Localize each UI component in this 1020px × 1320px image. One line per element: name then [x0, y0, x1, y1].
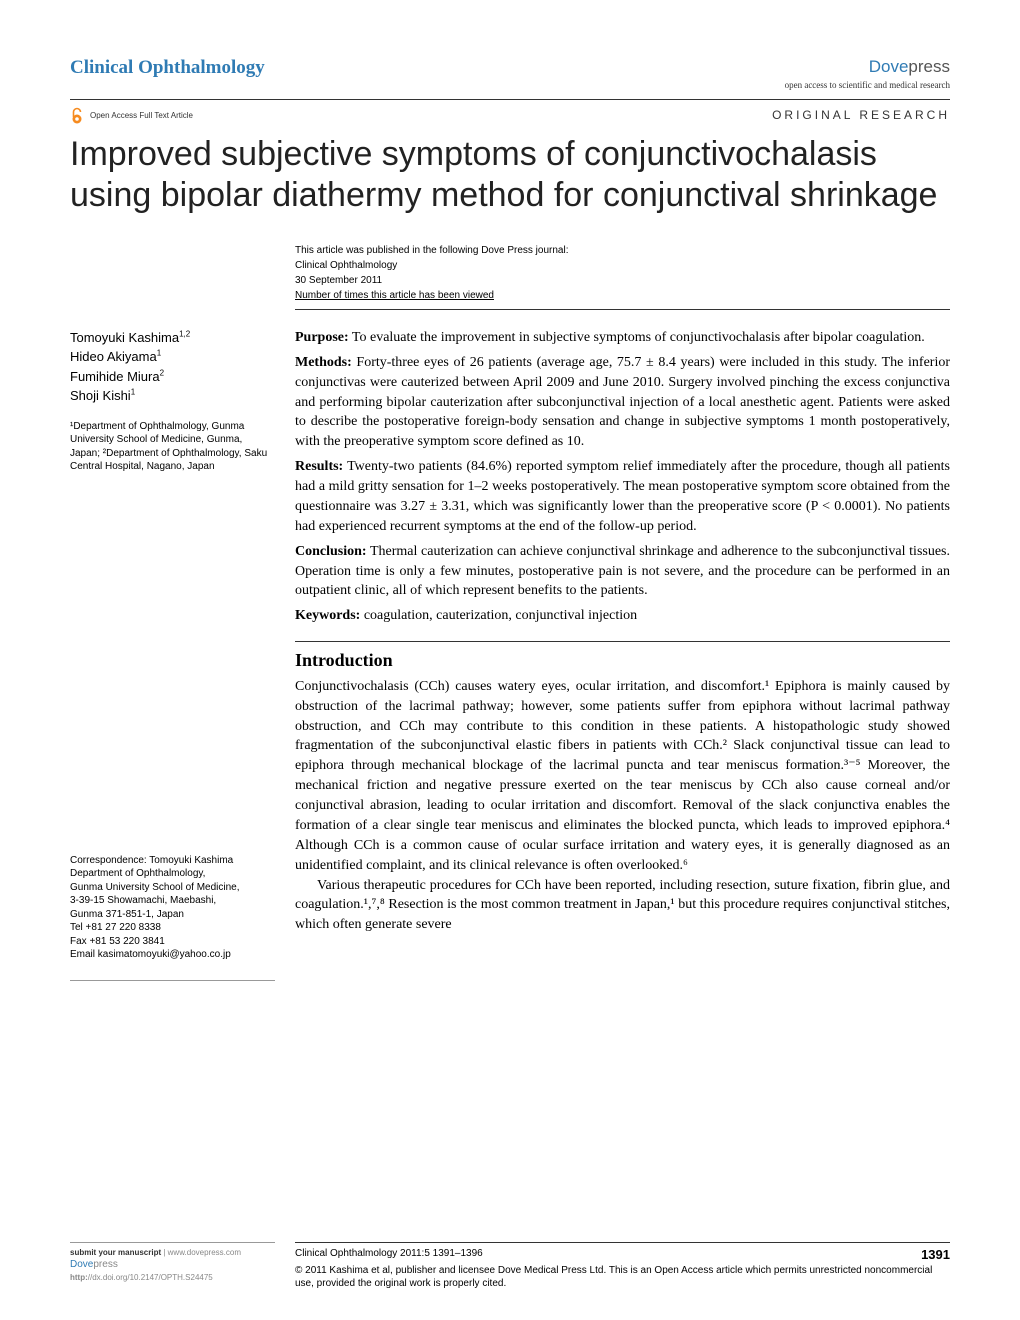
open-access-row: Open Access Full Text Article ORIGINAL R…	[70, 99, 950, 124]
author: Hideo Akiyama1	[70, 347, 275, 367]
publisher-logo: Dovepress	[785, 55, 950, 79]
corr-line: Gunma University School of Medicine,	[70, 881, 275, 895]
pub-journal-line: This article was published in the follow…	[295, 244, 950, 258]
abstract-purpose: Purpose: To evaluate the improvement in …	[295, 328, 950, 348]
right-column: Purpose: To evaluate the improvement in …	[295, 328, 950, 981]
intro-paragraph-1: Conjunctivochalasis (CCh) causes watery …	[295, 677, 950, 876]
citation: Clinical Ophthalmology 2011:5 1391–1396	[295, 1247, 483, 1264]
corr-email: Email kasimatomoyuki@yahoo.co.jp	[70, 948, 275, 962]
page-number: 1391	[921, 1247, 950, 1264]
corr-line: 3-39-15 Showamachi, Maebashi,	[70, 894, 275, 908]
page-footer: submit your manuscript | www.dovepress.c…	[70, 1242, 950, 1290]
copyright: © 2011 Kashima et al, publisher and lice…	[295, 1264, 950, 1290]
author: Shoji Kishi1	[70, 386, 275, 406]
affiliations: ¹Department of Ophthalmology, Gunma Univ…	[70, 420, 275, 474]
corr-fax: Fax +81 53 220 3841	[70, 935, 275, 949]
abstract-keywords: Keywords: coagulation, cauterization, co…	[295, 606, 950, 626]
authors-list: Tomoyuki Kashima1,2 Hideo Akiyama1 Fumih…	[70, 328, 275, 406]
publisher-block: Dovepress open access to scientific and …	[785, 55, 950, 91]
left-column: Tomoyuki Kashima1,2 Hideo Akiyama1 Fumih…	[70, 328, 275, 981]
corr-tel: Tel +81 27 220 8338	[70, 921, 275, 935]
footer-publisher-logo: Dovepress	[70, 1258, 275, 1272]
author: Fumihide Miura2	[70, 367, 275, 387]
open-access-lock-icon	[70, 106, 84, 124]
view-count-link[interactable]: Number of times this article has been vi…	[295, 289, 950, 303]
abstract-methods: Methods: Forty-three eyes of 26 patients…	[295, 353, 950, 452]
footer-left: submit your manuscript | www.dovepress.c…	[70, 1242, 275, 1290]
footer-right: Clinical Ophthalmology 2011:5 1391–1396 …	[295, 1242, 950, 1290]
publisher-tagline: open access to scientific and medical re…	[785, 79, 950, 92]
corr-line: Gunma 371-851-1, Japan	[70, 908, 275, 922]
article-title: Improved subjective symptoms of conjunct…	[70, 134, 950, 216]
journal-name: Clinical Ophthalmology	[70, 55, 265, 82]
intro-paragraph-2: Various therapeutic procedures for CCh h…	[295, 876, 950, 936]
main-content: Tomoyuki Kashima1,2 Hideo Akiyama1 Fumih…	[70, 328, 950, 981]
submit-manuscript-link[interactable]: submit your manuscript	[70, 1248, 161, 1257]
abstract-results: Results: Twenty-two patients (84.6%) rep…	[295, 457, 950, 537]
publication-info: This article was published in the follow…	[295, 244, 950, 310]
corr-line: Department of Ophthalmology,	[70, 867, 275, 881]
correspondence-label: Correspondence: Tomoyuki Kashima	[70, 854, 275, 868]
research-type: ORIGINAL RESEARCH	[772, 107, 950, 124]
author: Tomoyuki Kashima1,2	[70, 328, 275, 348]
header: Clinical Ophthalmology Dovepress open ac…	[70, 55, 950, 91]
introduction-heading: Introduction	[295, 641, 950, 674]
doi-link[interactable]: http://dx.doi.org/10.2147/OPTH.S24475	[70, 1272, 275, 1283]
oa-left: Open Access Full Text Article	[70, 106, 193, 124]
oa-label: Open Access Full Text Article	[90, 110, 193, 121]
pub-date: 30 September 2011	[295, 274, 950, 288]
abstract-conclusion: Conclusion: Thermal cauterization can ac…	[295, 542, 950, 602]
footer-citation-row: Clinical Ophthalmology 2011:5 1391–1396 …	[295, 1247, 950, 1264]
correspondence: Correspondence: Tomoyuki Kashima Departm…	[70, 854, 275, 981]
pub-journal-name: Clinical Ophthalmology	[295, 259, 950, 273]
